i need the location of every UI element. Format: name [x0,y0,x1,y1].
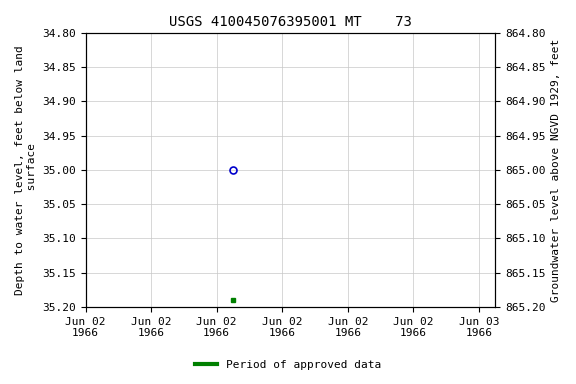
Title: USGS 410045076395001 MT    73: USGS 410045076395001 MT 73 [169,15,412,29]
Y-axis label: Depth to water level, feet below land
 surface: Depth to water level, feet below land su… [15,45,37,295]
Legend: Period of approved data: Period of approved data [191,356,385,375]
Y-axis label: Groundwater level above NGVD 1929, feet: Groundwater level above NGVD 1929, feet [551,38,561,301]
